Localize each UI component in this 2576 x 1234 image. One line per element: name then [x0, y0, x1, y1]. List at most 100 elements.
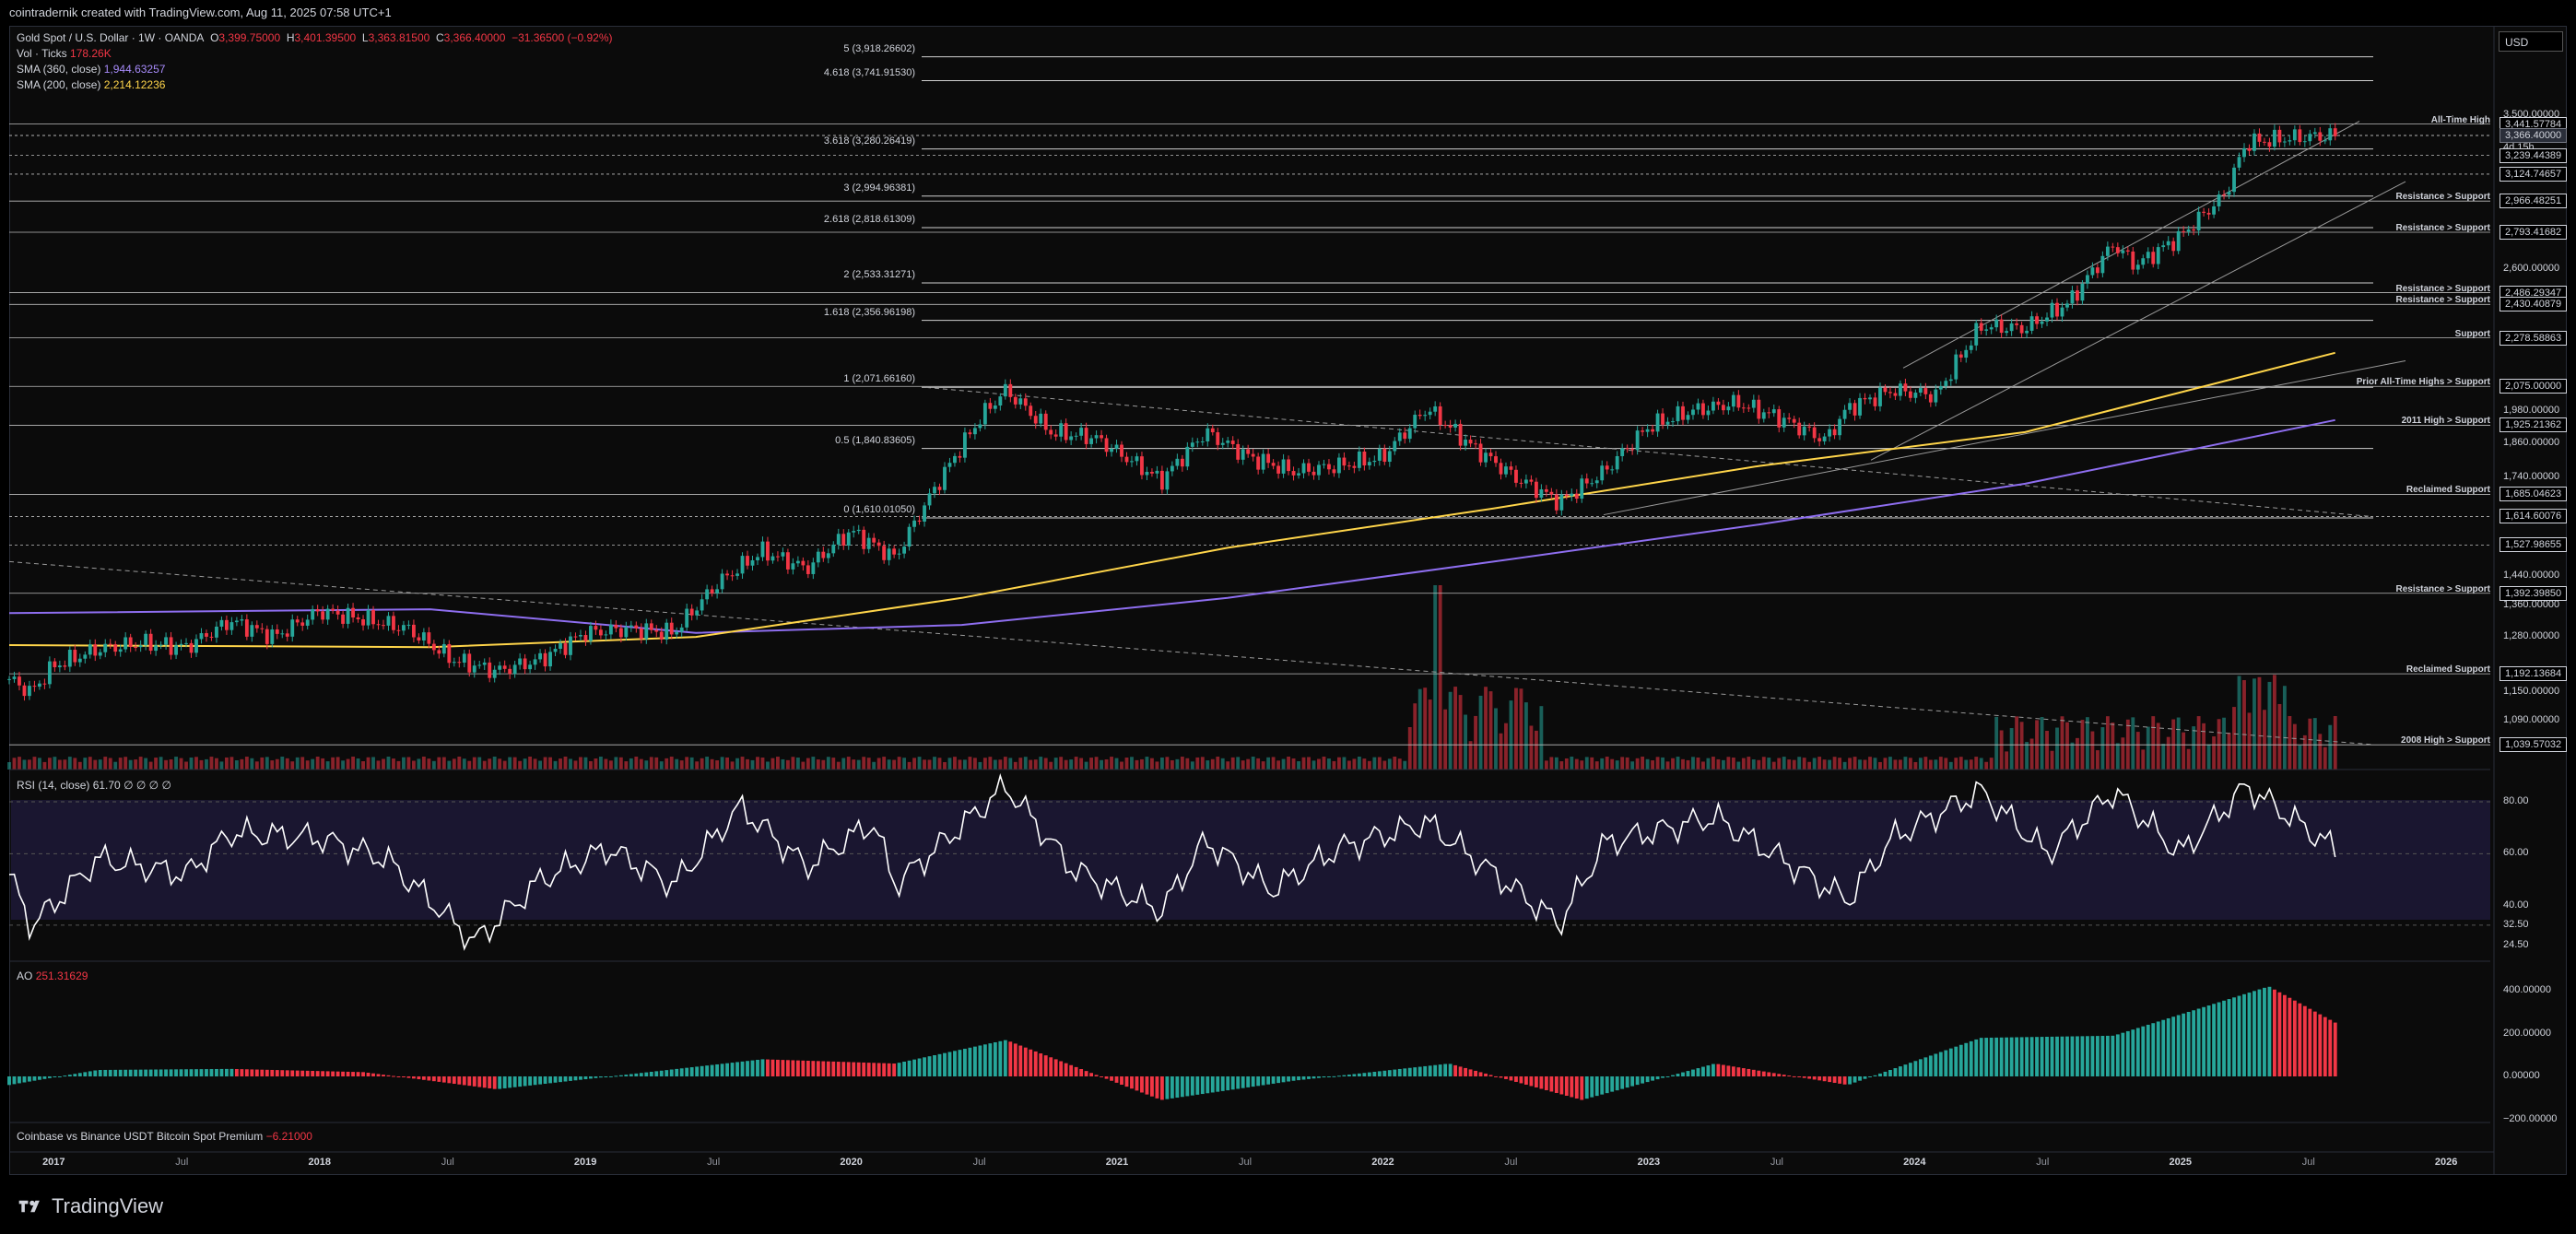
volume-bar [209, 757, 214, 770]
price-level-box[interactable]: 1,192.13684 [2500, 666, 2568, 682]
ao-bar [872, 1063, 876, 1076]
ao-bar [982, 1044, 987, 1076]
sma360-legend[interactable]: SMA (360, close) 1,944.63257 [17, 63, 165, 76]
premium-pane-title[interactable]: Coinbase vs Binance USDT Bitcoin Spot Pr… [17, 1130, 312, 1143]
candle-body [756, 557, 759, 561]
candle-body [28, 686, 31, 697]
ao-bar [1590, 1076, 1594, 1098]
price-level-box[interactable]: 1,685.04623 [2500, 487, 2568, 502]
candle-body [2025, 330, 2029, 334]
ao-bar [654, 1071, 659, 1076]
candle-body [1681, 405, 1685, 420]
price-level-box[interactable]: 1,527.98655 [2500, 537, 2568, 553]
ao-bar [1883, 1071, 1888, 1076]
price-level-box[interactable]: 3,239.44389 [2500, 147, 2568, 163]
candle-body [280, 633, 285, 635]
volume-bar [1514, 688, 1518, 770]
volume-bar [1043, 758, 1048, 770]
volume-bar [553, 760, 558, 770]
candle-body [1848, 403, 1852, 410]
ao-bar [346, 1071, 350, 1076]
volume-bar [831, 758, 836, 770]
volume-bar [2237, 676, 2241, 770]
ao-bar [2040, 1037, 2044, 1076]
currency-selector[interactable]: USD [2499, 31, 2563, 52]
volume-bar [563, 757, 568, 770]
candle-body [447, 643, 452, 664]
price-level-box[interactable]: 3,366.40000 [2500, 128, 2568, 144]
volume-bar [57, 759, 62, 770]
candle-body [1428, 411, 1432, 416]
candle-body [2182, 230, 2186, 232]
channel-lower [1870, 181, 2406, 461]
candle-body [669, 622, 674, 635]
price-level-box[interactable]: 3,124.74657 [2500, 166, 2568, 182]
ao-bar [720, 1064, 724, 1076]
volume-bar [579, 757, 582, 770]
ao-bar [2060, 1036, 2064, 1076]
candle-body [300, 622, 305, 626]
candle-body [366, 609, 371, 626]
candle-body [1332, 469, 1336, 474]
volume-bar [1903, 757, 1908, 770]
ao-bar [1989, 1037, 1994, 1076]
price-level-box[interactable]: 2,430.40879 [2500, 297, 2568, 312]
volume-bar [846, 757, 851, 770]
candle-body [1645, 429, 1650, 432]
volume-bar [1484, 687, 1488, 770]
ao-bar [2095, 1036, 2100, 1076]
ao-bar [275, 1070, 279, 1076]
ao-bar [947, 1052, 952, 1076]
rsi-pane-title[interactable]: RSI (14, close) 61.70 ∅ ∅ ∅ ∅ [17, 779, 171, 792]
ao-bar [1140, 1076, 1144, 1093]
volume-bar [750, 759, 755, 770]
ao-bar [1069, 1064, 1074, 1076]
ao-bar [1458, 1066, 1463, 1076]
price-level-box[interactable]: 1,614.60076 [2500, 509, 2568, 524]
ao-bar [1954, 1046, 1958, 1076]
ao-bar [441, 1076, 446, 1083]
ao-pane-title[interactable]: AO 251.31629 [17, 970, 88, 982]
price-level-box[interactable]: 3,441.57784 [2500, 116, 2568, 132]
candle-body [735, 573, 739, 576]
ao-bar [356, 1072, 360, 1076]
volume-bar [1848, 758, 1852, 770]
candle-body [1393, 441, 1397, 452]
ao-bar [1923, 1057, 1928, 1076]
price-level-box[interactable]: 2,793.41682 [2500, 225, 2568, 240]
volume-bar [720, 757, 724, 770]
ao-bar [2237, 995, 2241, 1076]
ao-bar [1615, 1076, 1619, 1091]
ao-bar [791, 1060, 795, 1076]
candle-body [2146, 252, 2150, 259]
candle-body [1271, 463, 1276, 466]
ao-bar [205, 1069, 208, 1076]
ao-bar [2242, 993, 2246, 1076]
price-level-box[interactable]: 2,278.58863 [2500, 330, 2568, 346]
ao-bar [2253, 991, 2256, 1076]
candle-body [2111, 246, 2115, 248]
candle-body [1362, 452, 1367, 466]
sma200-legend[interactable]: SMA (200, close) 2,214.12236 [17, 78, 165, 91]
price-level-box[interactable]: 1,039.57032 [2500, 737, 2568, 753]
price-level-box[interactable]: 1,392.39850 [2500, 585, 2568, 601]
price-tick-label: 1,740.00000 [2503, 471, 2560, 483]
volume-bar [179, 758, 183, 770]
ao-bar [154, 1069, 159, 1076]
volume-bar [1039, 757, 1043, 770]
rsi-tick-label: 80.00 [2503, 795, 2529, 806]
brand-name: TradingView [52, 1194, 164, 1217]
price-level-box[interactable]: 2,966.48251 [2500, 194, 2568, 209]
volume-bar [1731, 758, 1735, 770]
candle-body [57, 665, 62, 668]
price-level-box[interactable]: 2,075.00000 [2500, 379, 2568, 394]
ao-bar [2146, 1024, 2150, 1076]
chart-frame[interactable] [9, 26, 2567, 1175]
level-annotation: Resistance > Support [2395, 223, 2490, 233]
price-level-box[interactable]: 1,925.21362 [2500, 417, 2568, 433]
volume-legend[interactable]: Vol · Ticks 178.26K [17, 47, 112, 60]
ao-bar [1468, 1069, 1473, 1076]
volume-bar [148, 761, 153, 770]
ao-bar [1584, 1076, 1589, 1099]
